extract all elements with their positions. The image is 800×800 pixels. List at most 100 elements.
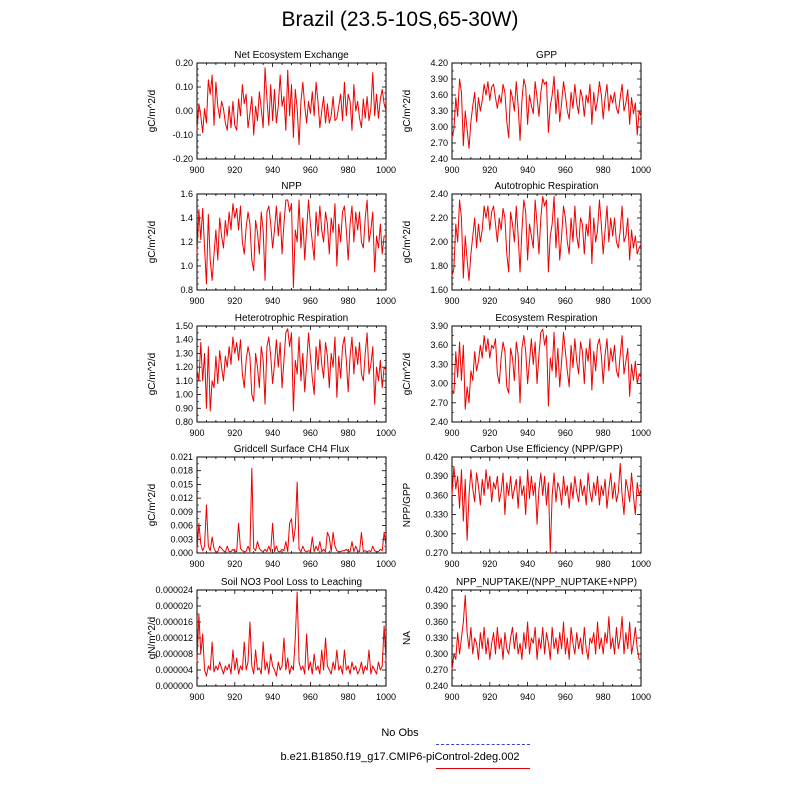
y-tick-label: 2.20	[430, 213, 448, 223]
y-tick-label: 0.018	[170, 466, 193, 476]
chart-panel-gpp: GPP gC/m^2/d 900 920 940 960 980 1000 2.40 2.70 3.…	[402, 50, 651, 175]
y-tick-label: 0.420	[425, 585, 448, 595]
y-tick-label: 1.10	[175, 376, 193, 386]
y-tick-label: 2.40	[430, 189, 448, 199]
x-tick-label: 980	[596, 692, 611, 702]
y-tick-label: 1.20	[175, 362, 193, 372]
x-tick-label: 1000	[631, 428, 651, 438]
y-tick-label: 0.000012	[155, 633, 193, 643]
y-tick-label: 0.420	[425, 452, 448, 462]
chart-panel-npp: NPP gC/m^2/d 900 920 940 960 980 1000 0.8 1.0 1.2 1…	[147, 181, 396, 306]
chart-panel-er: Ecosystem Respiration gC/m^2/d 900 920 940 96…	[402, 313, 651, 438]
chart-ylabel: gC/m^2/d	[147, 484, 158, 527]
x-tick-label: 920	[482, 559, 497, 569]
chart-ylabel: NPP/GPP	[402, 482, 413, 527]
y-tick-label: 0.000016	[155, 617, 193, 627]
x-tick-label: 960	[303, 165, 318, 175]
y-tick-label: 2.40	[430, 154, 448, 164]
chart-title: Soil NO3 Pool Loss to Leaching	[221, 577, 362, 588]
y-tick-label: 3.30	[430, 106, 448, 116]
x-tick-label: 980	[341, 296, 356, 306]
series-line-hr	[196, 328, 387, 412]
y-tick-label: 2.70	[430, 398, 448, 408]
chart-panel-nup: NPP_NUPTAKE/(NPP_NUPTAKE+NPP) NA 900 920 940…	[402, 577, 651, 702]
y-tick-label: 0.300	[425, 649, 448, 659]
y-tick-label: 0.009	[170, 507, 193, 517]
x-tick-label: 940	[265, 559, 280, 569]
series-line-no3	[196, 591, 387, 677]
x-tick-label: 900	[444, 428, 459, 438]
figure-title: Brazil (23.5-10S,65-30W)	[281, 8, 519, 31]
y-tick-label: 0.006	[170, 521, 193, 531]
chart-frame	[196, 62, 387, 160]
x-tick-label: 980	[341, 559, 356, 569]
x-tick-label: 900	[444, 559, 459, 569]
chart-title: Ecosystem Respiration	[495, 313, 597, 324]
y-tick-label: 0.021	[170, 452, 193, 462]
x-tick-label: 980	[596, 296, 611, 306]
x-tick-label: 1000	[631, 296, 651, 306]
y-tick-label: 3.00	[430, 122, 448, 132]
x-tick-label: 920	[482, 165, 497, 175]
y-tick-label: 1.6	[180, 189, 193, 199]
chart-ylabel: gC/m^2/d	[147, 90, 158, 133]
x-tick-label: 920	[227, 296, 242, 306]
x-tick-label: 900	[189, 692, 204, 702]
chart-title: Heterotrophic Respiration	[235, 313, 348, 324]
x-tick-label: 1000	[376, 692, 396, 702]
y-tick-label: 1.80	[430, 261, 448, 271]
chart-title: Autotrophic Respiration	[495, 181, 599, 192]
x-tick-label: 920	[227, 428, 242, 438]
x-tick-label: 960	[558, 559, 573, 569]
x-tick-label: 1000	[376, 428, 396, 438]
x-tick-label: 980	[341, 428, 356, 438]
series-line-er	[451, 328, 642, 410]
y-tick-label: 2.40	[430, 417, 448, 427]
y-tick-label: 2.70	[430, 138, 448, 148]
chart-title: NPP	[281, 181, 302, 192]
legend-model-line	[436, 768, 530, 769]
x-tick-label: 940	[520, 692, 535, 702]
y-tick-label: 0.330	[425, 510, 448, 520]
legend-obs-label: No Obs	[381, 727, 419, 739]
y-tick-label: 2.00	[430, 237, 448, 247]
chart-title: NPP_NUPTAKE/(NPP_NUPTAKE+NPP)	[456, 577, 637, 588]
x-tick-label: 900	[444, 165, 459, 175]
y-tick-label: 0.390	[425, 601, 448, 611]
x-tick-label: 980	[596, 559, 611, 569]
y-tick-label: 0.000	[170, 548, 193, 558]
x-tick-label: 960	[558, 165, 573, 175]
y-tick-label: -0.10	[172, 130, 193, 140]
chart-panel-cue: Carbon Use Efficiency (NPP/GPP) NPP/GPP 90…	[402, 444, 651, 569]
x-tick-label: 980	[341, 165, 356, 175]
x-tick-label: 1000	[376, 165, 396, 175]
x-tick-label: 940	[520, 165, 535, 175]
chart-panel-ch4: Gridcell Surface CH4 Flux gC/m^2/d 900 920 9…	[147, 444, 396, 569]
x-tick-label: 920	[482, 296, 497, 306]
y-tick-label: 4.20	[430, 58, 448, 68]
legend-model-label: b.e21.B1850.f19_g17.CMIP6-piControl-2deg…	[280, 751, 520, 763]
chart-panel-ar: Autotrophic Respiration gC/m^2/d 900 920 940…	[402, 181, 651, 306]
y-tick-label: 0.270	[425, 665, 448, 675]
x-tick-label: 1000	[631, 559, 651, 569]
y-tick-label: 1.40	[175, 335, 193, 345]
chart-ylabel: NA	[402, 631, 413, 645]
chart-ylabel: gN/m^2/d	[147, 617, 158, 660]
y-tick-label: 1.50	[175, 321, 193, 331]
chart-ylabel: gC/m^2/d	[402, 90, 413, 133]
chart-title: Carbon Use Efficiency (NPP/GPP)	[470, 444, 623, 455]
y-tick-label: 0.000020	[155, 601, 193, 611]
x-tick-label: 960	[558, 296, 573, 306]
y-tick-label: 0.90	[175, 403, 193, 413]
y-tick-label: 0.330	[425, 633, 448, 643]
y-tick-label: 0.360	[425, 617, 448, 627]
x-tick-label: 940	[265, 296, 280, 306]
x-tick-label: 940	[520, 428, 535, 438]
series-line-cue	[451, 462, 642, 554]
x-tick-label: 920	[482, 692, 497, 702]
x-tick-label: 960	[303, 428, 318, 438]
y-tick-label: 0.270	[425, 548, 448, 558]
x-tick-label: 960	[303, 559, 318, 569]
x-tick-label: 960	[303, 296, 318, 306]
